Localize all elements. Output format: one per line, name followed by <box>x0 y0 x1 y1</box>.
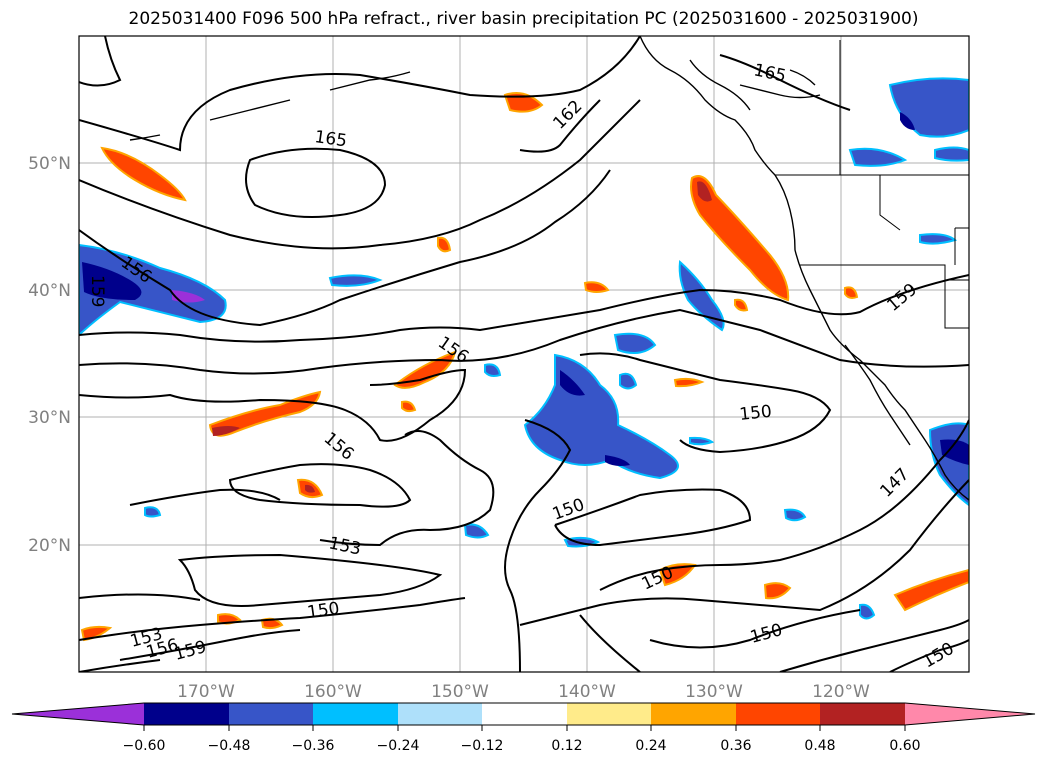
colorbar-tick-label: −0.12 <box>461 738 504 754</box>
contour-label: 165 <box>313 127 348 151</box>
coastlines <box>129 36 969 501</box>
colorbar-tick-label: 0.12 <box>551 738 582 754</box>
lat-label: 20°N <box>28 536 71 556</box>
colorbar-extend-left <box>12 703 144 725</box>
colorbar-tick-label: −0.48 <box>208 738 251 754</box>
lat-label: 50°N <box>28 154 71 174</box>
map-frame <box>78 35 970 673</box>
colorbar-segment <box>736 703 820 725</box>
positive-precip-areas <box>80 92 969 642</box>
lat-label: 30°N <box>28 408 71 428</box>
colorbar-segment <box>313 703 398 725</box>
map-panel <box>79 36 969 672</box>
lon-label: 130°W <box>685 682 743 702</box>
lon-label: 160°W <box>304 682 362 702</box>
contour-label: 159 <box>87 275 107 307</box>
colorbar-tick-label: 0.60 <box>889 738 920 754</box>
contour-label: 150 <box>306 599 341 623</box>
colorbar-tick-label: −0.60 <box>123 738 166 754</box>
longitude-labels: 170°W 160°W 150°W 140°W 130°W 120°W <box>177 682 870 702</box>
colorbar-tick-label: 0.36 <box>720 738 751 754</box>
lon-label: 120°W <box>812 682 870 702</box>
lat-label: 40°N <box>28 281 71 301</box>
colorbar-tick-label: −0.36 <box>292 738 335 754</box>
colorbar: −0.60 −0.48 −0.36 −0.24 −0.12 0.12 0.24 … <box>11 702 1036 754</box>
colorbar-segment <box>820 703 905 725</box>
contour-label: 150 <box>738 402 772 425</box>
gridlines <box>79 36 969 672</box>
colorbar-tick-label: −0.24 <box>377 738 420 754</box>
colorbar-ticks <box>143 725 906 731</box>
colorbar-tick-label: 0.48 <box>804 738 835 754</box>
colorbar-segment <box>482 703 567 725</box>
negative-precip-areas <box>79 77 969 620</box>
lon-label: 140°W <box>558 682 616 702</box>
chart-title: 2025031400 F096 500 hPa refract., river … <box>128 9 919 29</box>
colorbar-segment <box>567 703 651 725</box>
colorbar-segment <box>229 703 313 725</box>
refractivity-contours <box>79 36 969 672</box>
lon-label: 150°W <box>431 682 489 702</box>
latitude-labels: 50°N 40°N 30°N 20°N <box>28 154 71 556</box>
lon-label: 170°W <box>177 682 235 702</box>
colorbar-segment <box>651 703 736 725</box>
colorbar-tick-label: 0.24 <box>635 738 666 754</box>
colorbar-segment <box>398 703 482 725</box>
colorbar-segment <box>144 703 229 725</box>
colorbar-extend-right <box>905 703 1035 725</box>
